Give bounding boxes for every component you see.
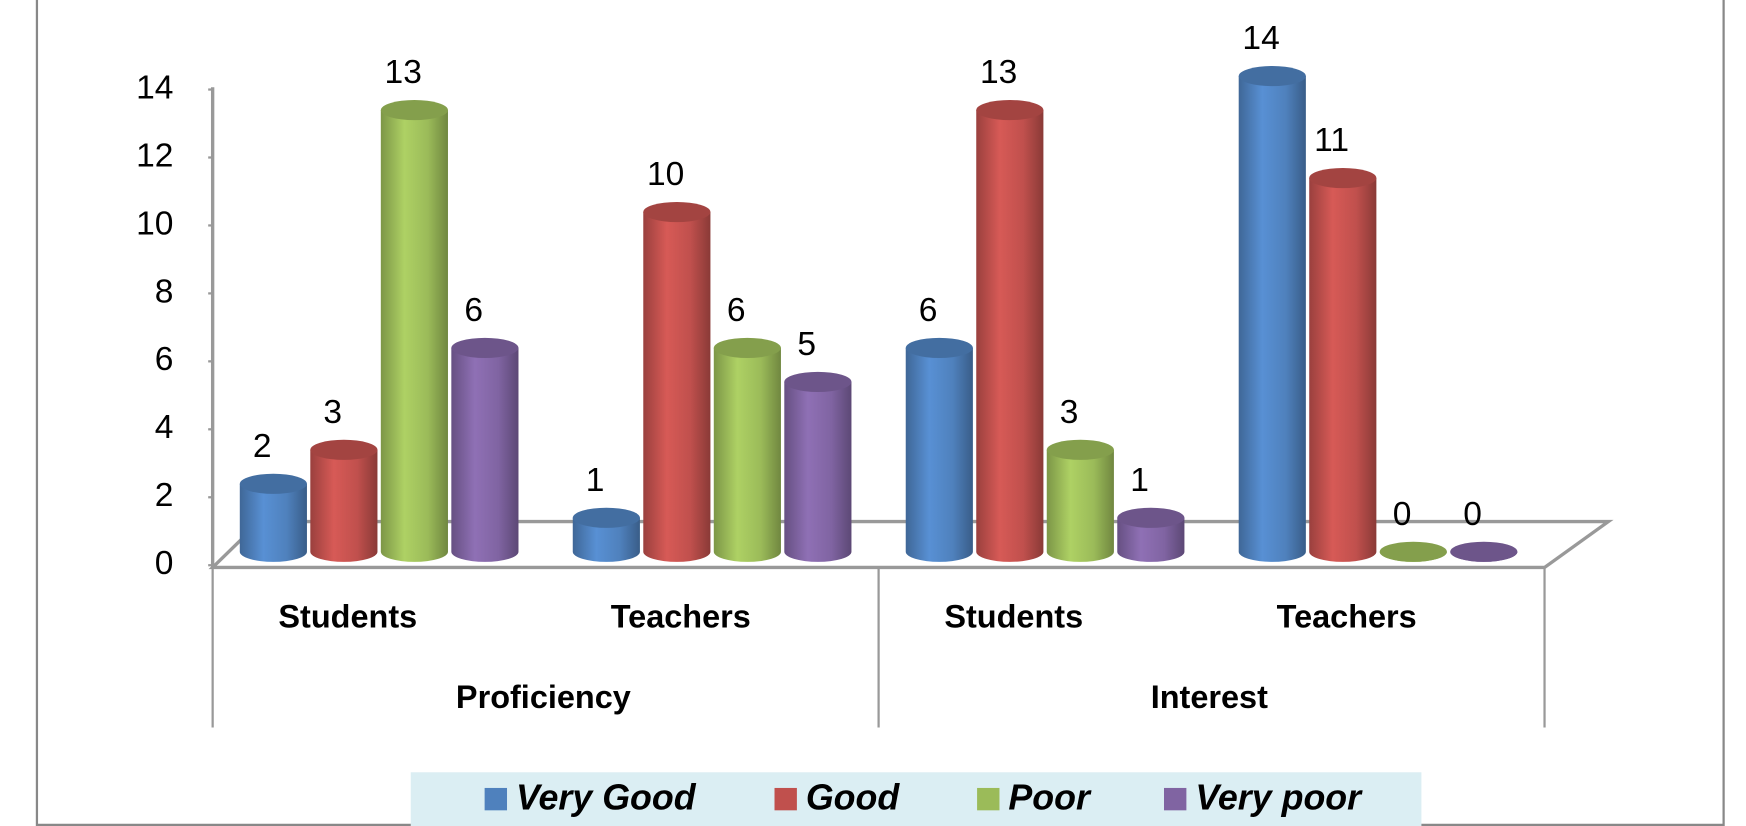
bar bbox=[713, 347, 781, 562]
bar-top bbox=[905, 337, 973, 358]
bar bbox=[643, 212, 711, 562]
value-label: 3 bbox=[1060, 394, 1079, 431]
bar bbox=[380, 110, 448, 562]
bar-top bbox=[451, 337, 519, 358]
bar bbox=[1046, 449, 1114, 562]
y-tick-label: 10 bbox=[136, 205, 173, 242]
bar-top bbox=[1379, 541, 1447, 562]
y-tick-label: 6 bbox=[155, 341, 174, 378]
y-tick-label: 12 bbox=[136, 137, 173, 174]
y-tick-label: 8 bbox=[155, 273, 174, 310]
bar-top bbox=[976, 100, 1044, 121]
value-label: 1 bbox=[586, 462, 605, 499]
bar-top bbox=[380, 100, 448, 121]
legend-label: Very Good bbox=[516, 778, 697, 818]
value-label: 13 bbox=[385, 54, 422, 91]
bar bbox=[784, 381, 852, 562]
value-label: 6 bbox=[919, 292, 938, 329]
value-label: 5 bbox=[797, 326, 816, 363]
y-tick-label: 4 bbox=[155, 409, 174, 446]
x-tick-label: Students bbox=[278, 599, 417, 635]
legend-swatch bbox=[484, 787, 508, 811]
bar bbox=[976, 110, 1044, 562]
group-label: Proficiency bbox=[456, 679, 631, 715]
bar-top bbox=[784, 371, 852, 392]
y-tick-label: 0 bbox=[155, 545, 174, 582]
x-tick-label: Teachers bbox=[611, 599, 751, 635]
bar bbox=[1309, 178, 1377, 562]
value-label: 6 bbox=[727, 292, 746, 329]
legend-swatch bbox=[774, 787, 797, 811]
bar bbox=[1117, 517, 1185, 562]
value-label: 10 bbox=[647, 156, 684, 193]
bar-top bbox=[572, 507, 640, 528]
legend-box bbox=[410, 772, 1422, 826]
bar bbox=[1238, 76, 1306, 562]
value-label: 3 bbox=[323, 394, 342, 431]
legend-swatch bbox=[977, 787, 1000, 811]
bar-top bbox=[713, 337, 781, 358]
value-label: 0 bbox=[1463, 496, 1482, 533]
bar-top bbox=[1309, 167, 1377, 189]
group-label: Interest bbox=[1151, 679, 1268, 715]
value-label: 0 bbox=[1393, 496, 1412, 533]
value-label: 11 bbox=[1314, 122, 1349, 159]
y-tick-label: 14 bbox=[136, 69, 173, 106]
bar bbox=[239, 483, 307, 562]
y-tick-label: 2 bbox=[155, 477, 174, 514]
x-tick-label: Students bbox=[944, 599, 1083, 635]
legend-label: Very poor bbox=[1195, 778, 1363, 818]
bar bbox=[310, 449, 378, 562]
value-label: 6 bbox=[464, 292, 483, 329]
legend-label: Good bbox=[806, 778, 901, 818]
value-label: 2 bbox=[253, 428, 272, 465]
bar-top bbox=[239, 473, 307, 494]
bar-top bbox=[1117, 507, 1185, 528]
legend-label: Poor bbox=[1008, 778, 1092, 818]
bar-top bbox=[310, 439, 378, 460]
legend-swatch bbox=[1164, 787, 1187, 811]
bar bbox=[451, 347, 519, 562]
value-label: 13 bbox=[980, 54, 1017, 91]
value-label: 1 bbox=[1130, 462, 1149, 499]
value-label: 14 bbox=[1242, 20, 1279, 57]
bar-top bbox=[643, 201, 711, 223]
bar-top bbox=[1238, 66, 1306, 87]
bar bbox=[572, 517, 640, 562]
bar-top bbox=[1450, 541, 1518, 562]
bar-top bbox=[1046, 439, 1114, 460]
x-tick-label: Teachers bbox=[1277, 599, 1417, 635]
bar bbox=[905, 347, 973, 562]
